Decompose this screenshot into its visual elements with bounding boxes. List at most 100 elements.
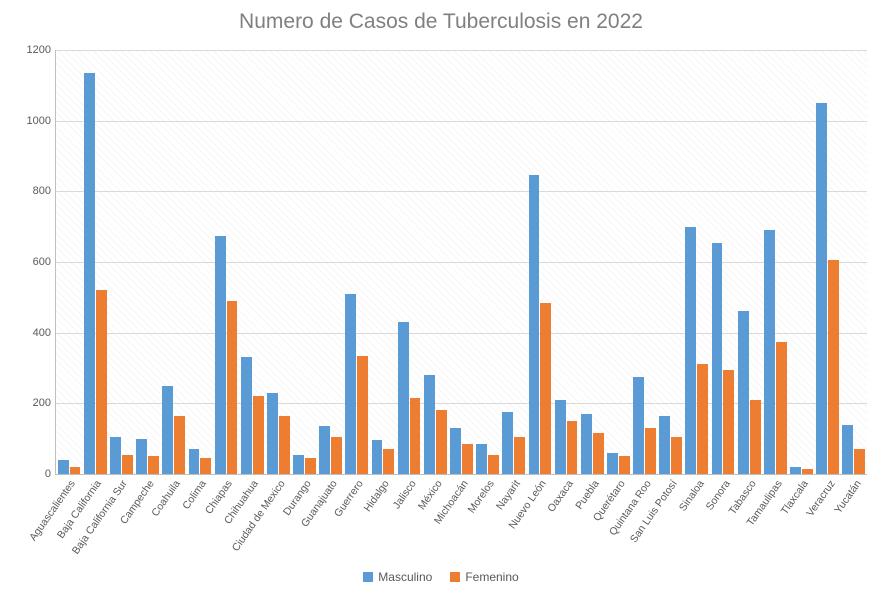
bar-group xyxy=(134,50,160,474)
x-axis-labels: AguascalientesBaja CaliforniaBaja Califo… xyxy=(55,478,867,560)
bar-masculino xyxy=(293,455,304,474)
bar-group xyxy=(553,50,579,474)
bar-femenino xyxy=(410,398,421,474)
bar-femenino xyxy=(750,400,761,474)
y-tick-label: 600 xyxy=(11,256,51,268)
bar-group xyxy=(187,50,213,474)
bar-masculino xyxy=(712,243,723,474)
plot-area: 020040060080010001200 xyxy=(55,50,867,475)
bar-femenino xyxy=(488,455,499,474)
bar-femenino xyxy=(776,342,787,475)
bar-femenino xyxy=(122,455,133,474)
bar-group xyxy=(108,50,134,474)
bar-masculino xyxy=(267,393,278,474)
bar-femenino xyxy=(671,437,682,474)
bar-femenino xyxy=(567,421,578,474)
bar-masculino xyxy=(372,440,383,474)
legend-label-masculino: Masculino xyxy=(378,570,432,584)
bar-masculino xyxy=(215,236,226,475)
bar-femenino xyxy=(305,458,316,474)
bar-masculino xyxy=(319,426,330,474)
y-tick-label: 400 xyxy=(11,327,51,339)
bar-femenino xyxy=(540,303,551,474)
bar-femenino xyxy=(253,396,264,474)
bar-group xyxy=(265,50,291,474)
bar-group xyxy=(815,50,841,474)
bar-femenino xyxy=(227,301,238,474)
bar-group xyxy=(448,50,474,474)
bar-femenino xyxy=(462,444,473,474)
bar-masculino xyxy=(842,425,853,474)
bar-femenino xyxy=(828,260,839,474)
bar-masculino xyxy=(685,227,696,474)
bar-femenino xyxy=(279,416,290,474)
bar-group xyxy=(605,50,631,474)
bar-femenino xyxy=(619,456,630,474)
bar-group xyxy=(736,50,762,474)
bar-group xyxy=(318,50,344,474)
chart-container: Numero de Casos de Tuberculosis en 2022 … xyxy=(0,0,882,590)
bar-group xyxy=(658,50,684,474)
bar-femenino xyxy=(645,428,656,474)
bar-masculino xyxy=(398,322,409,474)
bar-femenino xyxy=(174,416,185,474)
bar-group xyxy=(422,50,448,474)
bar-group xyxy=(684,50,710,474)
bar-femenino xyxy=(593,433,604,474)
bar-femenino xyxy=(331,437,342,474)
bar-femenino xyxy=(96,290,107,474)
y-tick-label: 0 xyxy=(11,468,51,480)
bar-masculino xyxy=(607,453,618,474)
bar-group xyxy=(788,50,814,474)
bar-group xyxy=(161,50,187,474)
legend-item-masculino: Masculino xyxy=(363,570,432,584)
bar-group xyxy=(239,50,265,474)
bar-masculino xyxy=(110,437,121,474)
bar-group xyxy=(213,50,239,474)
bar-masculino xyxy=(738,311,749,474)
bar-masculino xyxy=(450,428,461,474)
bar-masculino xyxy=(581,414,592,474)
bar-masculino xyxy=(345,294,356,474)
bar-masculino xyxy=(189,449,200,474)
bar-femenino xyxy=(802,469,813,474)
bar-masculino xyxy=(633,377,644,474)
bar-femenino xyxy=(357,356,368,474)
bar-group xyxy=(370,50,396,474)
bar-masculino xyxy=(84,73,95,474)
bar-group xyxy=(710,50,736,474)
bar-group xyxy=(396,50,422,474)
y-tick-label: 200 xyxy=(11,397,51,409)
bar-masculino xyxy=(476,444,487,474)
bar-femenino xyxy=(854,449,865,474)
bar-masculino xyxy=(659,416,670,474)
bar-group xyxy=(82,50,108,474)
bar-masculino xyxy=(816,103,827,474)
bar-group xyxy=(56,50,82,474)
y-tick-label: 1000 xyxy=(11,115,51,127)
bar-group xyxy=(631,50,657,474)
bar-group xyxy=(291,50,317,474)
bar-group xyxy=(579,50,605,474)
y-tick-label: 800 xyxy=(11,185,51,197)
bar-group xyxy=(527,50,553,474)
bar-masculino xyxy=(502,412,513,474)
bar-group xyxy=(475,50,501,474)
bar-femenino xyxy=(514,437,525,474)
legend-label-femenino: Femenino xyxy=(465,570,518,584)
bar-femenino xyxy=(436,410,447,474)
bar-masculino xyxy=(529,175,540,474)
bar-group xyxy=(841,50,867,474)
bar-masculino xyxy=(424,375,435,474)
legend-item-femenino: Femenino xyxy=(450,570,518,584)
bar-masculino xyxy=(790,467,801,474)
chart-title: Numero de Casos de Tuberculosis en 2022 xyxy=(0,0,882,34)
bar-femenino xyxy=(697,364,708,474)
bar-femenino xyxy=(723,370,734,474)
bar-femenino xyxy=(70,467,81,474)
legend: Masculino Femenino xyxy=(0,570,882,584)
bar-group xyxy=(762,50,788,474)
bar-group xyxy=(501,50,527,474)
bar-masculino xyxy=(555,400,566,474)
bar-femenino xyxy=(148,456,159,474)
